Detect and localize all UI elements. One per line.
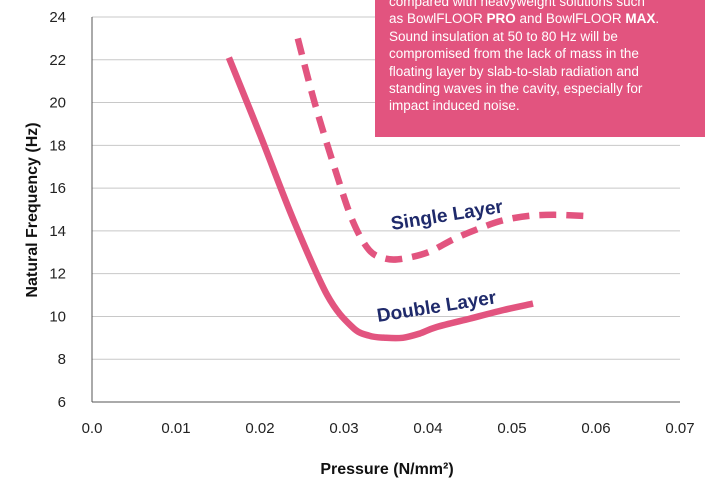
annotation-segment: standing waves in the cavity, especially… <box>389 81 643 97</box>
annotation-segment: Sound insulation at 50 to 80 Hz will be <box>389 28 618 44</box>
y-tick-label-22: 22 <box>49 52 66 69</box>
x-tick-label-0.04: 0.04 <box>413 420 442 437</box>
y-tick-label-8: 8 <box>58 351 66 368</box>
tick-labels: 6 8 10 12 14 16 18 20 22 24 0.0 0.01 0.02 0.03 0.04 0.0… <box>49 9 694 437</box>
annotation-box <box>375 0 705 137</box>
axes <box>91 17 680 403</box>
x-tick-label-0.05: 0.05 <box>497 420 526 437</box>
annotation-segment: compromised from the lack of mass in the <box>389 46 639 62</box>
annotation-line: as BowlFLOOR PRO and BowlFLOOR MAX. <box>389 10 701 27</box>
x-tick-label-0.02: 0.02 <box>245 420 274 437</box>
annotation-segment: impact induced noise. <box>389 98 520 114</box>
x-tick-label-0.01: 0.01 <box>161 420 190 437</box>
series-lines <box>225 37 584 342</box>
series-label-single-layer: Single Layer <box>389 196 504 235</box>
annotation-line: floating layer by slab-to-slab radiation… <box>389 63 701 80</box>
x-tick-label-0.0: 0.0 <box>82 420 103 437</box>
annotation-line: standing waves in the cavity, especially… <box>389 80 701 97</box>
y-axis-title: Natural Frequency (Hz) <box>24 122 41 297</box>
y-tick-label-20: 20 <box>49 95 66 112</box>
annotation-segment: compared with heavyweight solutions such <box>389 0 645 9</box>
series-line-single-layer <box>294 37 584 263</box>
annotation-line: impact induced noise. <box>389 97 701 114</box>
series-line-double-layer <box>225 56 534 342</box>
y-tick-label-18: 18 <box>49 137 66 154</box>
y-tick-label-6: 6 <box>58 394 66 411</box>
annotation-segment: and BowlFLOOR <box>515 11 626 27</box>
annotation-text: compared with heavyweight solutions such… <box>389 0 701 115</box>
x-tick-label-0.07: 0.07 <box>665 420 694 437</box>
annotation-line: compromised from the lack of mass in the <box>389 45 701 62</box>
annotation-segment: PRO <box>486 11 516 27</box>
y-tick-label-14: 14 <box>49 223 66 240</box>
annotation-segment: MAX <box>625 11 656 27</box>
annotation-line: compared with heavyweight solutions such <box>389 0 701 10</box>
y-tick-label-16: 16 <box>49 180 66 197</box>
y-tick-label-10: 10 <box>49 308 66 325</box>
annotation-segment: floating layer by slab-to-slab radiation… <box>389 63 639 79</box>
annotation-line: Sound insulation at 50 to 80 Hz will be <box>389 28 701 45</box>
x-tick-label-0.03: 0.03 <box>329 420 358 437</box>
x-axis-title: Pressure (N/mm²) <box>320 461 453 478</box>
series-label-double-layer: Double Layer <box>375 287 498 327</box>
x-tick-label-0.06: 0.06 <box>581 420 610 437</box>
y-tick-label-24: 24 <box>49 9 66 26</box>
y-tick-label-12: 12 <box>49 266 66 283</box>
annotation-segment: as BowlFLOOR <box>389 11 487 27</box>
annotation-segment: . <box>655 11 660 27</box>
